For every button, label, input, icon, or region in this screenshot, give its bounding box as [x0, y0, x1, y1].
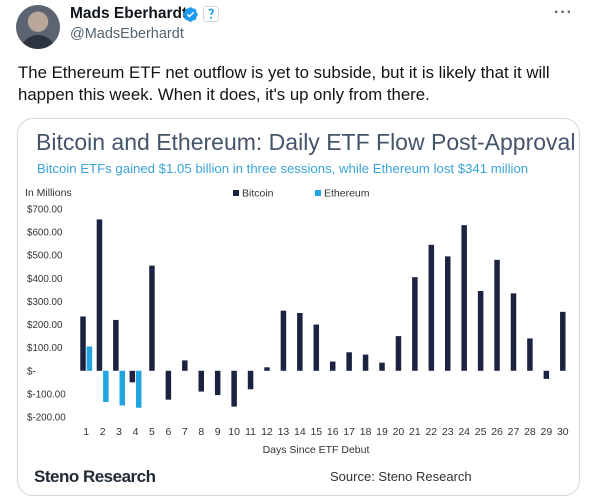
chart-source: Source: Steno Research [330, 469, 472, 484]
x-tick-label: 17 [343, 426, 355, 438]
author-handle[interactable]: @MadsEberhardt [70, 26, 184, 42]
x-tick-label: 8 [198, 426, 204, 438]
etf-flow-bar-chart: In Millions Bitcoin Ethereum $700.00 $600.… [25, 187, 569, 456]
bar-bitcoin [510, 293, 517, 371]
x-tick-label: 22 [425, 426, 437, 438]
bar-bitcoin [113, 319, 119, 371]
bar-bitcoin [362, 354, 369, 371]
affiliation-badge-icon[interactable] [203, 6, 219, 22]
bar-bitcoin [494, 259, 500, 371]
bar-bitcoin [96, 219, 103, 371]
x-tick-label: 20 [393, 426, 405, 438]
x-tick-label: 25 [475, 426, 487, 438]
x-tick-label: 4 [133, 426, 139, 438]
bar-bitcoin [149, 265, 155, 371]
y-tick-label: $100.00 [27, 343, 63, 354]
x-tick-label: 23 [442, 426, 454, 438]
bar-bitcoin [329, 361, 336, 371]
bar-bitcoin [477, 291, 484, 371]
x-tick-label: 3 [116, 426, 122, 438]
chart-subtitle: Bitcoin ETFs gained $1.05 billion in thr… [37, 161, 529, 176]
bar-bitcoin [412, 277, 418, 371]
bar-bitcoin [80, 316, 86, 371]
bar-bitcoin [346, 352, 352, 371]
bar-bitcoin [280, 310, 287, 371]
bar-bitcoin [182, 360, 188, 371]
tweet-text-line-2: happen this week. When it does, it's up … [18, 85, 430, 104]
bar-bitcoin [445, 256, 451, 371]
bar-bitcoin [297, 313, 303, 371]
x-tick-label: 13 [278, 426, 290, 438]
bar-bitcoin [527, 338, 533, 371]
y-tick-label: $700.00 [27, 205, 63, 216]
legend-label-bitcoin: Bitcoin [242, 188, 274, 200]
y-tick-label: $500.00 [27, 251, 63, 262]
bar-bitcoin [198, 370, 204, 392]
bar-ethereum [119, 370, 126, 406]
x-tick-label: 26 [491, 426, 503, 438]
x-tick-label: 14 [294, 426, 306, 438]
more-options-icon[interactable]: ··· [554, 4, 573, 21]
legend-label-ethereum: Ethereum [324, 188, 370, 200]
legend-swatch-ethereum [315, 190, 321, 196]
x-tick-label: 19 [376, 426, 388, 438]
bar-bitcoin [560, 311, 566, 371]
bar-ethereum [86, 346, 93, 371]
x-tick-label: 21 [409, 426, 421, 438]
bar-bitcoin [379, 362, 385, 371]
y-tick-label: $-100.00 [27, 389, 66, 400]
bar-bitcoin [129, 370, 136, 383]
x-tick-label: 18 [360, 426, 372, 438]
x-tick-label: 24 [458, 426, 470, 438]
x-tick-label: 27 [508, 426, 520, 438]
legend-swatch-bitcoin [233, 190, 239, 196]
x-tick-label: 15 [310, 426, 322, 438]
bar-bitcoin [313, 324, 320, 371]
y-axis-label: In Millions [25, 187, 72, 199]
x-tick-label: 5 [149, 426, 155, 438]
chart-image-card[interactable]: Bitcoin and Ethereum: Daily ETF Flow Pos… [17, 118, 580, 496]
x-tick-label: 16 [327, 426, 339, 438]
x-tick-label: 10 [228, 426, 240, 438]
bar-bitcoin [264, 367, 270, 371]
x-tick-label: 28 [524, 426, 536, 438]
y-tick-label: $600.00 [27, 228, 63, 239]
chart-title: Bitcoin and Ethereum: Daily ETF Flow Pos… [36, 129, 576, 155]
bar-bitcoin [165, 370, 172, 400]
bar-ethereum [135, 370, 142, 408]
x-tick-label: 12 [261, 426, 273, 438]
y-tick-label: $200.00 [27, 320, 63, 331]
tweet-text: The Ethereum ETF net outflow is yet to s… [18, 62, 583, 106]
verified-badge-icon [183, 7, 198, 22]
y-tick-label: $300.00 [27, 297, 63, 308]
bar-bitcoin [214, 370, 221, 396]
x-tick-label: 9 [215, 426, 221, 438]
author-name[interactable]: Mads Eberhardt [70, 5, 188, 22]
bar-bitcoin [231, 370, 237, 407]
y-tick-label: $- [27, 366, 36, 377]
x-tick-label: 29 [541, 426, 553, 438]
steno-research-logo: Steno Research [34, 467, 156, 486]
bar-bitcoin [461, 225, 467, 371]
avatar[interactable] [16, 5, 60, 49]
x-tick-label: 1 [83, 426, 89, 438]
x-tick-label: 7 [182, 426, 188, 438]
bar-bitcoin [247, 370, 254, 390]
y-tick-label: $-200.00 [27, 413, 66, 424]
x-tick-label: 11 [245, 426, 256, 438]
x-axis-label: Days Since ETF Debut [263, 444, 370, 456]
bar-bitcoin [428, 244, 435, 371]
bar-ethereum [103, 370, 109, 402]
bar-bitcoin [395, 336, 402, 371]
bar-bitcoin [543, 370, 550, 379]
x-tick-label: 30 [557, 426, 569, 438]
y-tick-label: $400.00 [27, 274, 63, 285]
x-tick-label: 2 [100, 426, 106, 438]
x-tick-label: 6 [165, 426, 171, 438]
tweet-text-line-1: The Ethereum ETF net outflow is yet to s… [18, 63, 550, 82]
